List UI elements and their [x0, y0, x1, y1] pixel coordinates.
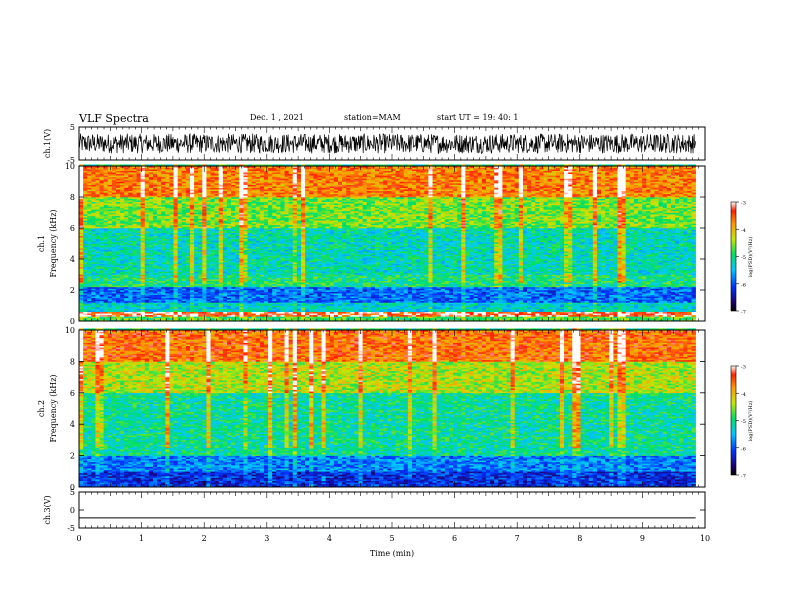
waveform-trace [79, 134, 696, 154]
spectrogram-ch1-spectrogram [79, 164, 696, 321]
waveform-ch1-waveform [79, 134, 696, 154]
